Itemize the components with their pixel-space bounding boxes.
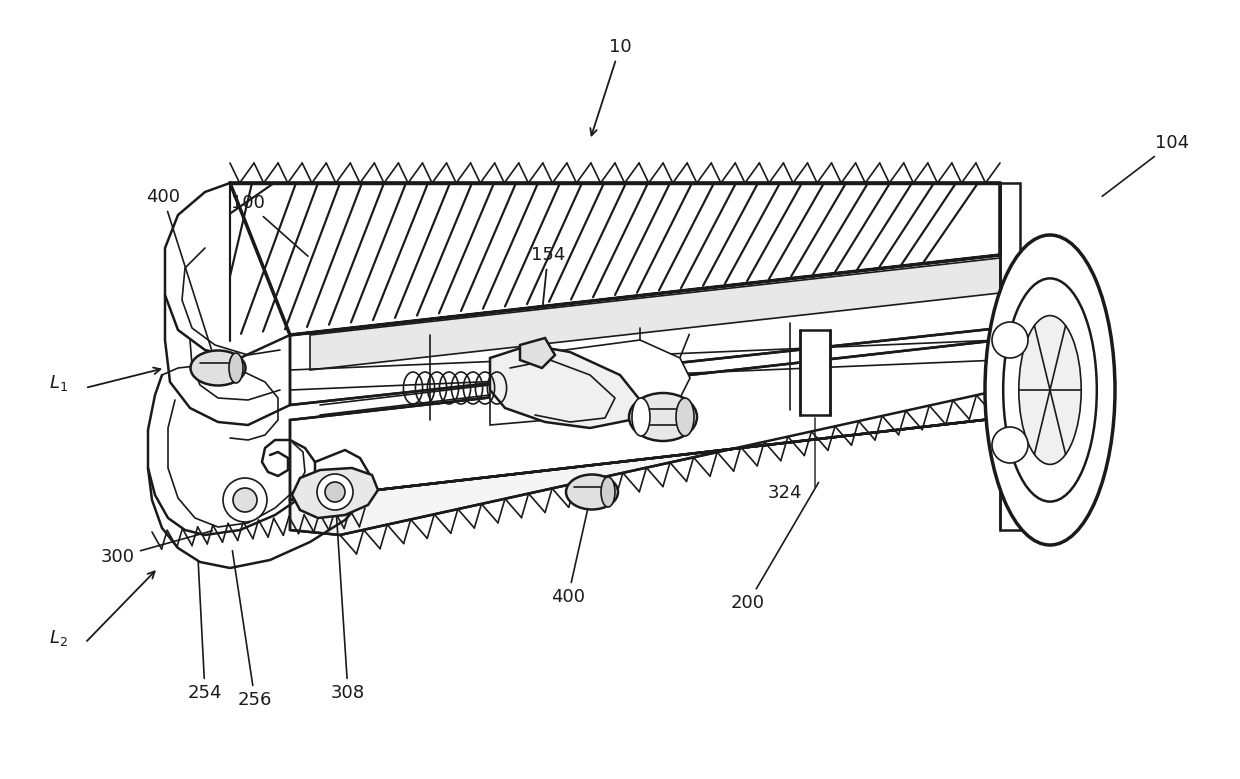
Text: $L_2$: $L_2$ [48, 628, 67, 648]
Text: 254: 254 [187, 561, 222, 702]
Text: 400: 400 [146, 188, 217, 368]
Circle shape [325, 482, 345, 502]
Text: 300: 300 [100, 530, 212, 566]
Ellipse shape [565, 474, 618, 509]
Text: 104: 104 [1102, 134, 1189, 196]
Text: 400: 400 [551, 492, 591, 606]
Polygon shape [229, 183, 999, 335]
Circle shape [223, 478, 267, 522]
Text: $L_1$: $L_1$ [48, 373, 67, 393]
Polygon shape [310, 258, 999, 370]
Text: $L_5$: $L_5$ [663, 350, 681, 370]
Ellipse shape [676, 398, 694, 436]
Text: 100: 100 [231, 194, 308, 256]
Polygon shape [291, 468, 378, 518]
Ellipse shape [1019, 315, 1081, 464]
Circle shape [317, 474, 353, 510]
Polygon shape [800, 330, 830, 415]
Text: 256: 256 [232, 551, 273, 709]
Ellipse shape [191, 351, 246, 386]
Ellipse shape [1003, 278, 1097, 502]
Text: 154: 154 [531, 246, 565, 347]
Ellipse shape [985, 235, 1115, 545]
Polygon shape [490, 345, 640, 428]
Ellipse shape [229, 353, 243, 383]
Text: 324: 324 [768, 484, 802, 502]
Text: 308: 308 [331, 495, 365, 702]
Circle shape [233, 488, 257, 512]
Ellipse shape [632, 398, 650, 436]
Polygon shape [290, 255, 999, 405]
Text: 156: 156 [665, 311, 712, 397]
Polygon shape [290, 390, 999, 535]
Ellipse shape [629, 393, 697, 441]
Ellipse shape [601, 477, 615, 507]
Polygon shape [999, 183, 1021, 530]
Polygon shape [520, 338, 556, 368]
Text: 10: 10 [590, 38, 631, 136]
Circle shape [992, 427, 1028, 463]
Polygon shape [490, 340, 689, 425]
Polygon shape [290, 340, 999, 500]
Text: 200: 200 [732, 482, 818, 612]
Circle shape [992, 322, 1028, 358]
